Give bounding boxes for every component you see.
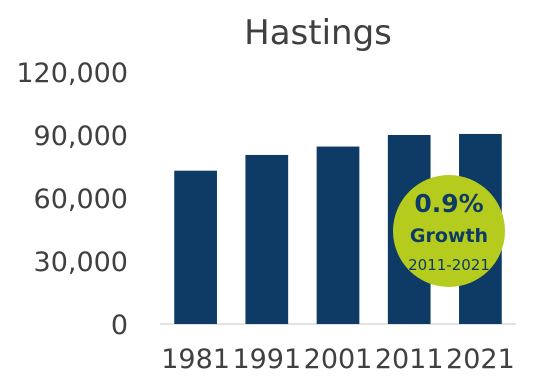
y-tick-label: 90,000 — [34, 121, 128, 152]
x-tick-label: 2011 — [375, 344, 444, 375]
y-axis-ticks: 0 30,000 60,000 90,000 120,000 — [16, 58, 128, 341]
x-tick-label: 1991 — [232, 344, 301, 375]
y-tick-label: 30,000 — [34, 247, 128, 278]
y-tick-label: 120,000 — [16, 58, 128, 89]
y-tick-label: 60,000 — [34, 184, 128, 215]
growth-badge-circle — [393, 175, 505, 287]
y-tick-label: 0 — [111, 310, 128, 341]
x-tick-label: 1981 — [161, 344, 230, 375]
x-tick-label: 2001 — [304, 344, 373, 375]
growth-period: 2011-2021 — [408, 256, 490, 274]
bar-2001 — [316, 146, 360, 324]
x-tick-label: 2021 — [446, 344, 515, 375]
growth-label: Growth — [410, 225, 488, 247]
growth-percent: 0.9% — [414, 189, 483, 218]
growth-badge: 0.9% Growth 2011-2021 — [393, 175, 505, 287]
chart-title: Hastings — [244, 13, 392, 53]
bar-1991 — [245, 154, 289, 324]
x-axis-ticks: 1981 1991 2001 2011 2021 — [161, 344, 515, 375]
bar-1981 — [174, 170, 217, 324]
